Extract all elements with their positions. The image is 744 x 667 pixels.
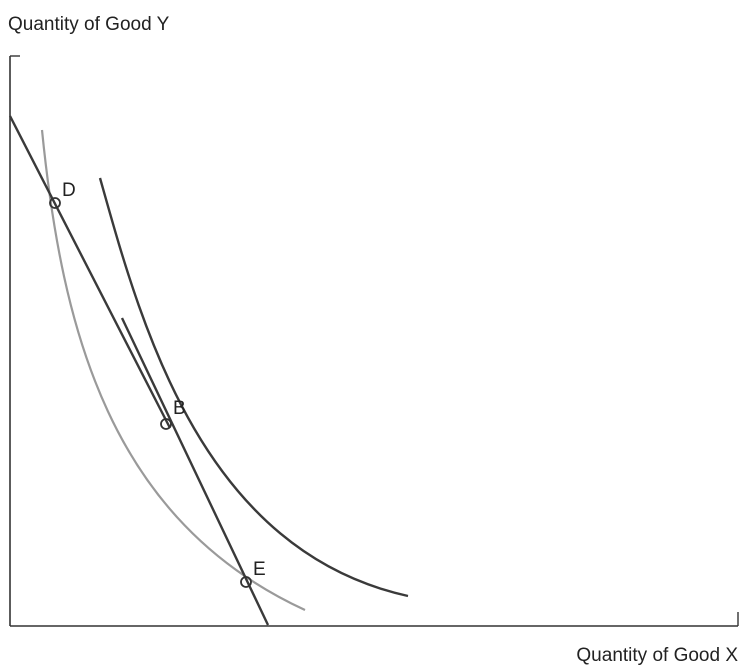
higher-indifference-curve: [98, 177, 409, 598]
y-axis-label: Quantity of Good Y: [8, 14, 170, 35]
point-d-label: D: [62, 180, 76, 201]
point-d-marker: [49, 197, 61, 209]
point-b-marker: [160, 418, 172, 430]
point-e-marker: [240, 576, 252, 588]
point-b-label: B: [173, 398, 186, 419]
x-axis-label: Quantity of Good X: [576, 645, 738, 666]
point-e-label: E: [253, 559, 266, 580]
budget-line-original: [8, 115, 172, 429]
budget-line-rotated: [120, 317, 270, 626]
lower-indifference-curve: [40, 129, 306, 611]
